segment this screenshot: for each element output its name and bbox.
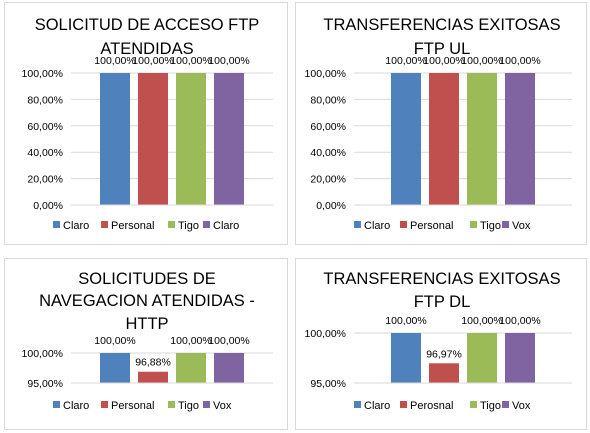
legend-label: Claro: [63, 400, 89, 412]
legend-swatch: [470, 221, 477, 228]
legend-label: Claro: [364, 220, 390, 232]
legend-label: Perosnal: [410, 400, 453, 412]
data-label: 100,00%: [461, 315, 502, 327]
legend-swatch: [53, 221, 60, 228]
bar-claro: [100, 73, 130, 205]
bar-claro: [214, 73, 244, 205]
y-tick-label: 40,00%: [27, 147, 63, 159]
chart-svg: SOLICITUDES DE NAVEGACION ATENDIDAS - HTTP…: [22, 270, 273, 412]
legend-swatch: [354, 221, 361, 228]
chart-panel-ftp-ul: TRANSFERENCIAS EXITOSAS FTP UL 0,00% 20,00%…: [295, 2, 587, 245]
legend-swatch: [168, 401, 175, 408]
legend-swatch: [400, 221, 407, 228]
legend-label: Vox: [512, 220, 531, 232]
legend-swatch: [101, 401, 108, 408]
y-tick-label: 20,00%: [310, 174, 346, 186]
data-label: 100,00%: [170, 335, 211, 347]
data-label: 100,00%: [208, 55, 249, 67]
y-tick-label: 40,00%: [310, 147, 346, 159]
legend-label: Vox: [512, 400, 531, 412]
chart-title-line: SOLICITUD DE ACCESO FTP: [35, 16, 260, 34]
chart-title-line: TRANSFERENCIAS EXITOSAS: [323, 270, 560, 288]
bar-claro: [391, 73, 421, 205]
chart-panel-ftp-access: SOLICITUD DE ACCESO FTP ATENDIDAS 0,00% 20,…: [4, 2, 288, 245]
legend-label: Tigo: [480, 220, 501, 232]
legend-label: Claro: [364, 400, 390, 412]
legend-swatch: [354, 401, 361, 408]
y-tick-label: 100,00%: [22, 68, 63, 80]
legend-swatch: [203, 401, 210, 408]
chart-title-line: HTTP: [125, 315, 168, 333]
legend-swatch: [502, 221, 509, 228]
bar-personal: [429, 73, 459, 205]
y-tick-label: 100,00%: [305, 328, 346, 340]
bar-perosnal: [429, 363, 459, 383]
chart-title-line: ATENDIDAS: [100, 40, 193, 58]
bar-claro: [391, 333, 421, 383]
y-tick-label: 60,00%: [27, 121, 63, 133]
bar-vox: [505, 73, 535, 205]
y-tick-label: 0,00%: [33, 200, 63, 212]
legend-swatch: [168, 221, 175, 228]
legend-swatch: [53, 401, 60, 408]
y-tick-label: 0,00%: [316, 200, 346, 212]
bar-tigo: [176, 353, 206, 383]
legend-label: Tigo: [178, 220, 199, 232]
legend-label: Tigo: [480, 400, 501, 412]
legend-label: Personal: [111, 220, 154, 232]
bar-personal: [138, 73, 168, 205]
chart-title-line: TRANSFERENCIAS EXITOSAS: [323, 16, 560, 34]
legend-swatch: [502, 401, 509, 408]
legend-label: Vox: [213, 400, 232, 412]
data-label: 100,00%: [132, 55, 173, 67]
data-label: 100,00%: [385, 55, 426, 67]
chart-svg: TRANSFERENCIAS EXITOSAS FTP DL 95,00% 100,0…: [305, 270, 572, 412]
data-label: 100,00%: [94, 335, 135, 347]
y-tick-label: 100,00%: [22, 348, 63, 360]
legend-label: Personal: [410, 220, 453, 232]
legend-label: Tigo: [178, 400, 199, 412]
chart-svg: TRANSFERENCIAS EXITOSAS FTP UL 0,00% 20,00%…: [305, 16, 572, 232]
data-label: 100,00%: [170, 55, 211, 67]
data-label: 100,00%: [94, 55, 135, 67]
legend-label: Personal: [111, 400, 154, 412]
y-tick-label: 95,00%: [310, 378, 346, 390]
data-label: 100,00%: [423, 55, 464, 67]
y-tick-label: 100,00%: [305, 68, 346, 80]
bar-vox: [505, 333, 535, 383]
legend-swatch: [470, 401, 477, 408]
bar-vox: [214, 353, 244, 383]
data-label: 96,97%: [426, 348, 462, 360]
legend-swatch: [101, 221, 108, 228]
y-tick-label: 80,00%: [27, 94, 63, 106]
bar-personal: [138, 371, 168, 383]
chart-title-line: SOLICITUDES DE: [78, 270, 216, 288]
legend-swatch: [400, 401, 407, 408]
y-tick-label: 20,00%: [27, 174, 63, 186]
bar-tigo: [176, 73, 206, 205]
chart-title-line: FTP DL: [414, 293, 471, 311]
data-label: 100,00%: [461, 55, 502, 67]
y-tick-label: 95,00%: [27, 378, 63, 390]
chart-title-line: NAVEGACION ATENDIDAS -: [39, 292, 255, 310]
data-label: 96,88%: [135, 357, 171, 369]
y-tick-label: 60,00%: [310, 121, 346, 133]
legend-label: Claro: [63, 220, 89, 232]
data-label: 100,00%: [499, 55, 540, 67]
y-tick-label: 80,00%: [310, 94, 346, 106]
data-label: 100,00%: [499, 315, 540, 327]
chart-title-line: FTP UL: [414, 40, 471, 58]
data-label: 100,00%: [385, 315, 426, 327]
chart-panel-http: SOLICITUDES DE NAVEGACION ATENDIDAS - HTTP…: [4, 258, 288, 430]
chart-svg: SOLICITUD DE ACCESO FTP ATENDIDAS 0,00% 20,…: [22, 16, 273, 232]
legend-label: Claro: [213, 220, 239, 232]
bar-tigo: [467, 333, 497, 383]
chart-panel-ftp-dl: TRANSFERENCIAS EXITOSAS FTP DL 95,00% 100,0…: [295, 258, 587, 430]
bar-tigo: [467, 73, 497, 205]
bar-claro: [100, 353, 130, 383]
data-label: 100,00%: [208, 335, 249, 347]
legend-swatch: [203, 221, 210, 228]
